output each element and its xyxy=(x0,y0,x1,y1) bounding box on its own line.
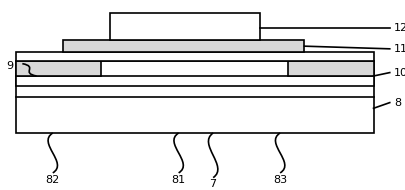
Text: 12: 12 xyxy=(393,23,405,32)
Text: 83: 83 xyxy=(273,175,286,184)
Text: 11: 11 xyxy=(393,44,405,54)
Bar xyxy=(63,40,304,52)
Bar xyxy=(16,52,373,61)
Text: 10: 10 xyxy=(393,68,405,78)
Text: 9: 9 xyxy=(6,61,13,70)
Text: 82: 82 xyxy=(45,175,60,184)
Text: 81: 81 xyxy=(171,175,185,184)
Text: 7: 7 xyxy=(209,179,216,189)
Text: 8: 8 xyxy=(393,98,400,108)
Bar xyxy=(16,61,101,76)
Bar xyxy=(16,76,373,86)
Bar xyxy=(288,61,373,76)
Bar xyxy=(16,61,373,133)
Bar xyxy=(109,13,259,40)
